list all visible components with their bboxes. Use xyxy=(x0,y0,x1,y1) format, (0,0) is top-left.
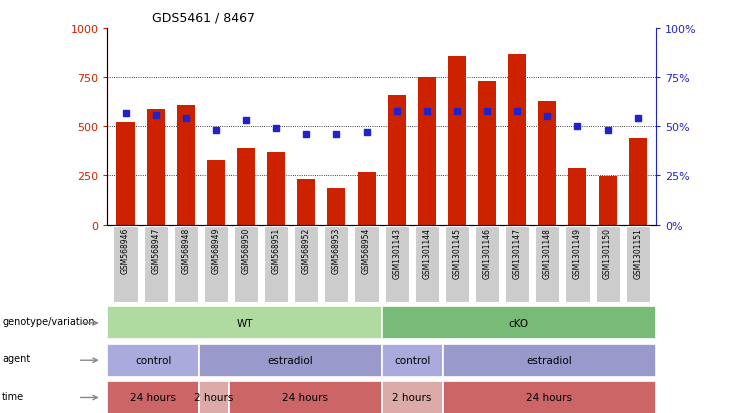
Text: GSM1301143: GSM1301143 xyxy=(392,228,401,278)
FancyBboxPatch shape xyxy=(382,381,442,413)
Text: 2 hours: 2 hours xyxy=(393,392,432,403)
Text: GDS5461 / 8467: GDS5461 / 8467 xyxy=(152,12,255,25)
Text: GSM568954: GSM568954 xyxy=(362,228,371,274)
Bar xyxy=(147,109,165,225)
Bar xyxy=(599,177,617,225)
FancyBboxPatch shape xyxy=(204,227,228,302)
FancyBboxPatch shape xyxy=(229,381,382,413)
FancyBboxPatch shape xyxy=(199,381,229,413)
Text: estradiol: estradiol xyxy=(268,355,313,366)
Text: GSM568946: GSM568946 xyxy=(121,228,130,274)
FancyBboxPatch shape xyxy=(382,307,656,339)
Text: GSM1301145: GSM1301145 xyxy=(453,228,462,278)
Bar xyxy=(478,82,496,225)
Text: GSM568949: GSM568949 xyxy=(211,228,220,274)
Text: cKO: cKO xyxy=(508,318,529,328)
Text: GSM1301150: GSM1301150 xyxy=(603,228,612,278)
Text: GSM568952: GSM568952 xyxy=(302,228,310,273)
FancyBboxPatch shape xyxy=(107,344,199,377)
FancyBboxPatch shape xyxy=(294,227,319,302)
FancyBboxPatch shape xyxy=(442,381,656,413)
FancyBboxPatch shape xyxy=(475,227,499,302)
Text: WT: WT xyxy=(236,318,253,328)
Text: GSM1301144: GSM1301144 xyxy=(422,228,431,278)
Bar xyxy=(177,105,195,225)
Text: 24 hours: 24 hours xyxy=(130,392,176,403)
FancyBboxPatch shape xyxy=(382,344,442,377)
FancyBboxPatch shape xyxy=(144,227,167,302)
Bar xyxy=(207,160,225,225)
Text: 24 hours: 24 hours xyxy=(282,392,328,403)
Text: GSM1301146: GSM1301146 xyxy=(482,228,491,278)
Text: GSM568953: GSM568953 xyxy=(332,228,341,274)
FancyBboxPatch shape xyxy=(535,227,559,302)
Text: agent: agent xyxy=(2,354,30,363)
Bar xyxy=(628,139,647,225)
Text: estradiol: estradiol xyxy=(526,355,572,366)
FancyBboxPatch shape xyxy=(415,227,439,302)
Text: 24 hours: 24 hours xyxy=(526,392,572,403)
FancyBboxPatch shape xyxy=(596,227,619,302)
FancyBboxPatch shape xyxy=(445,227,469,302)
FancyBboxPatch shape xyxy=(234,227,258,302)
Text: genotype/variation: genotype/variation xyxy=(2,316,95,326)
Text: GSM568950: GSM568950 xyxy=(242,228,250,274)
Bar xyxy=(357,172,376,225)
Text: GSM568948: GSM568948 xyxy=(182,228,190,273)
FancyBboxPatch shape xyxy=(107,381,199,413)
Bar xyxy=(448,56,466,225)
Bar xyxy=(267,152,285,225)
Bar xyxy=(237,149,255,225)
FancyBboxPatch shape xyxy=(173,227,198,302)
Bar xyxy=(568,168,586,225)
Bar xyxy=(538,102,556,225)
Bar xyxy=(388,95,406,225)
FancyBboxPatch shape xyxy=(199,344,382,377)
FancyBboxPatch shape xyxy=(113,227,138,302)
FancyBboxPatch shape xyxy=(442,344,656,377)
Bar xyxy=(297,180,316,225)
Bar xyxy=(328,189,345,225)
Text: time: time xyxy=(2,391,24,401)
Text: control: control xyxy=(135,355,171,366)
Text: GSM1301147: GSM1301147 xyxy=(513,228,522,278)
FancyBboxPatch shape xyxy=(264,227,288,302)
Bar xyxy=(116,123,135,225)
Bar xyxy=(508,55,526,225)
FancyBboxPatch shape xyxy=(625,227,650,302)
Text: GSM568947: GSM568947 xyxy=(151,228,160,274)
Text: GSM568951: GSM568951 xyxy=(272,228,281,273)
FancyBboxPatch shape xyxy=(107,307,382,339)
FancyBboxPatch shape xyxy=(565,227,590,302)
Text: GSM1301149: GSM1301149 xyxy=(573,228,582,278)
Text: 2 hours: 2 hours xyxy=(194,392,233,403)
Text: GSM1301148: GSM1301148 xyxy=(543,228,552,278)
Bar xyxy=(418,78,436,225)
FancyBboxPatch shape xyxy=(505,227,529,302)
Text: control: control xyxy=(394,355,431,366)
FancyBboxPatch shape xyxy=(385,227,409,302)
Text: GSM1301151: GSM1301151 xyxy=(634,228,642,278)
FancyBboxPatch shape xyxy=(354,227,379,302)
FancyBboxPatch shape xyxy=(325,227,348,302)
